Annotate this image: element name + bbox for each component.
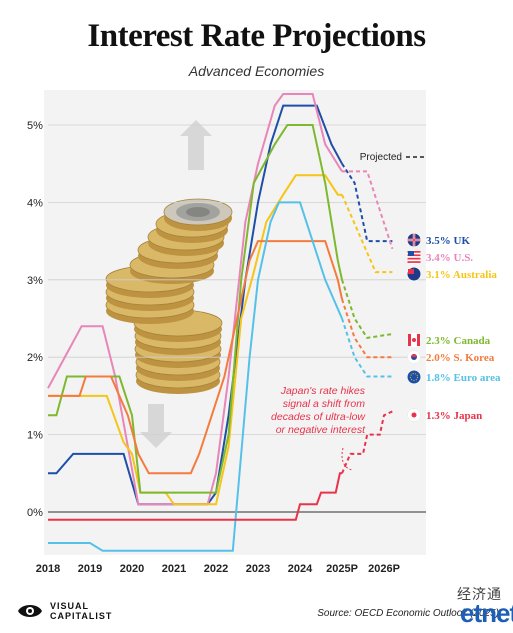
y-tick-label: 0% (27, 507, 43, 519)
projected-line-uk (341, 163, 393, 243)
chart-title: Interest Rate Projections (87, 18, 426, 54)
flag-canton (408, 251, 414, 256)
x-tick-label: 2024 (288, 563, 313, 575)
series-end-label: 1.3% Japan (426, 410, 482, 422)
y-tick-label: 3% (27, 275, 43, 287)
projected-line-s-korea (341, 298, 393, 359)
watermark-et: et (460, 598, 482, 628)
projected-line-australia (341, 194, 393, 274)
annotation-arrow (341, 447, 353, 471)
x-tick-label: 2019 (78, 563, 102, 575)
x-tick-label: 2022 (204, 563, 228, 575)
watermark-cn: 经济通 (457, 586, 502, 602)
series-line-australia (48, 174, 342, 506)
flag-bar (408, 334, 411, 346)
series-line-japan (48, 472, 342, 521)
flag-field (407, 370, 421, 384)
annotation-line: Japan's rate hikes (280, 385, 366, 397)
ca-flag (407, 333, 421, 347)
flag-cross-red (413, 233, 415, 247)
series-end-label: 3.5% UK (426, 235, 470, 247)
brand-mark-icon (18, 605, 42, 617)
up-arrow-icon (180, 120, 212, 170)
series-line-u-s- (47, 93, 343, 506)
flag-sun (411, 412, 417, 418)
flag-stars (410, 373, 418, 381)
y-tick-label: 1% (27, 430, 43, 442)
projected-line-euro-area (341, 318, 393, 378)
y-tick-label: 5% (27, 120, 43, 132)
series-line-uk (48, 104, 343, 506)
projected-label: Projected (360, 152, 402, 163)
projected-line-japan (341, 410, 393, 474)
coin-stack-image (105, 120, 233, 448)
au-flag (407, 267, 421, 281)
down-arrow-icon (140, 404, 172, 448)
series-end-label: 2.0% S. Korea (426, 352, 495, 364)
flag-stripe (407, 257, 421, 260)
flag-leaf (412, 338, 416, 342)
x-tick-label: 2025P (326, 563, 358, 575)
brand-line-1: VISUAL (50, 601, 90, 611)
y-tick-label: 2% (27, 352, 43, 364)
annotation-line: signal a shift from (283, 398, 366, 410)
series-end-label: 3.4% U.S. (426, 252, 473, 264)
source-note: Source: OECD Economic Outlook (2025) (317, 608, 499, 619)
projected-line-u-s- (342, 170, 394, 250)
watermark-logo: etnet (460, 598, 513, 629)
x-tick-label: 2018 (36, 563, 60, 575)
x-tick-label: 2021 (162, 563, 186, 575)
jp-flag (407, 408, 421, 422)
series-end-label: 1.8% Euro area (426, 372, 501, 384)
us-flag (407, 250, 421, 264)
series-end-label: 2.3% Canada (426, 335, 491, 347)
x-tick-label: 2020 (120, 563, 144, 575)
flag-bar (417, 334, 420, 346)
series-end-label: 3.1% Australia (426, 269, 497, 281)
kr-flag (407, 350, 421, 364)
x-tick-label: 2023 (246, 563, 270, 575)
annotation-line: or negative interest (276, 424, 366, 436)
x-tick-label: 2026P (368, 563, 400, 575)
annotation-line: decades of ultra-low (271, 411, 366, 423)
flag-stripe (407, 261, 421, 263)
y-tick-label: 4% (27, 197, 43, 209)
flag-union (408, 269, 414, 274)
eu-flag (407, 370, 421, 384)
brand-line-2: CAPITALIST (50, 611, 113, 621)
coin-crest (186, 207, 210, 217)
flag-taeguk-top (411, 354, 417, 357)
uk-flag (407, 233, 421, 247)
chart-subtitle: Advanced Economies (188, 63, 325, 79)
series-line-euro-area (48, 201, 343, 552)
series-line-s-korea (48, 240, 343, 475)
brand-logo: VISUAL CAPITALIST (16, 600, 112, 622)
projected-line-canada (341, 279, 393, 339)
watermark-net: net (481, 598, 513, 628)
